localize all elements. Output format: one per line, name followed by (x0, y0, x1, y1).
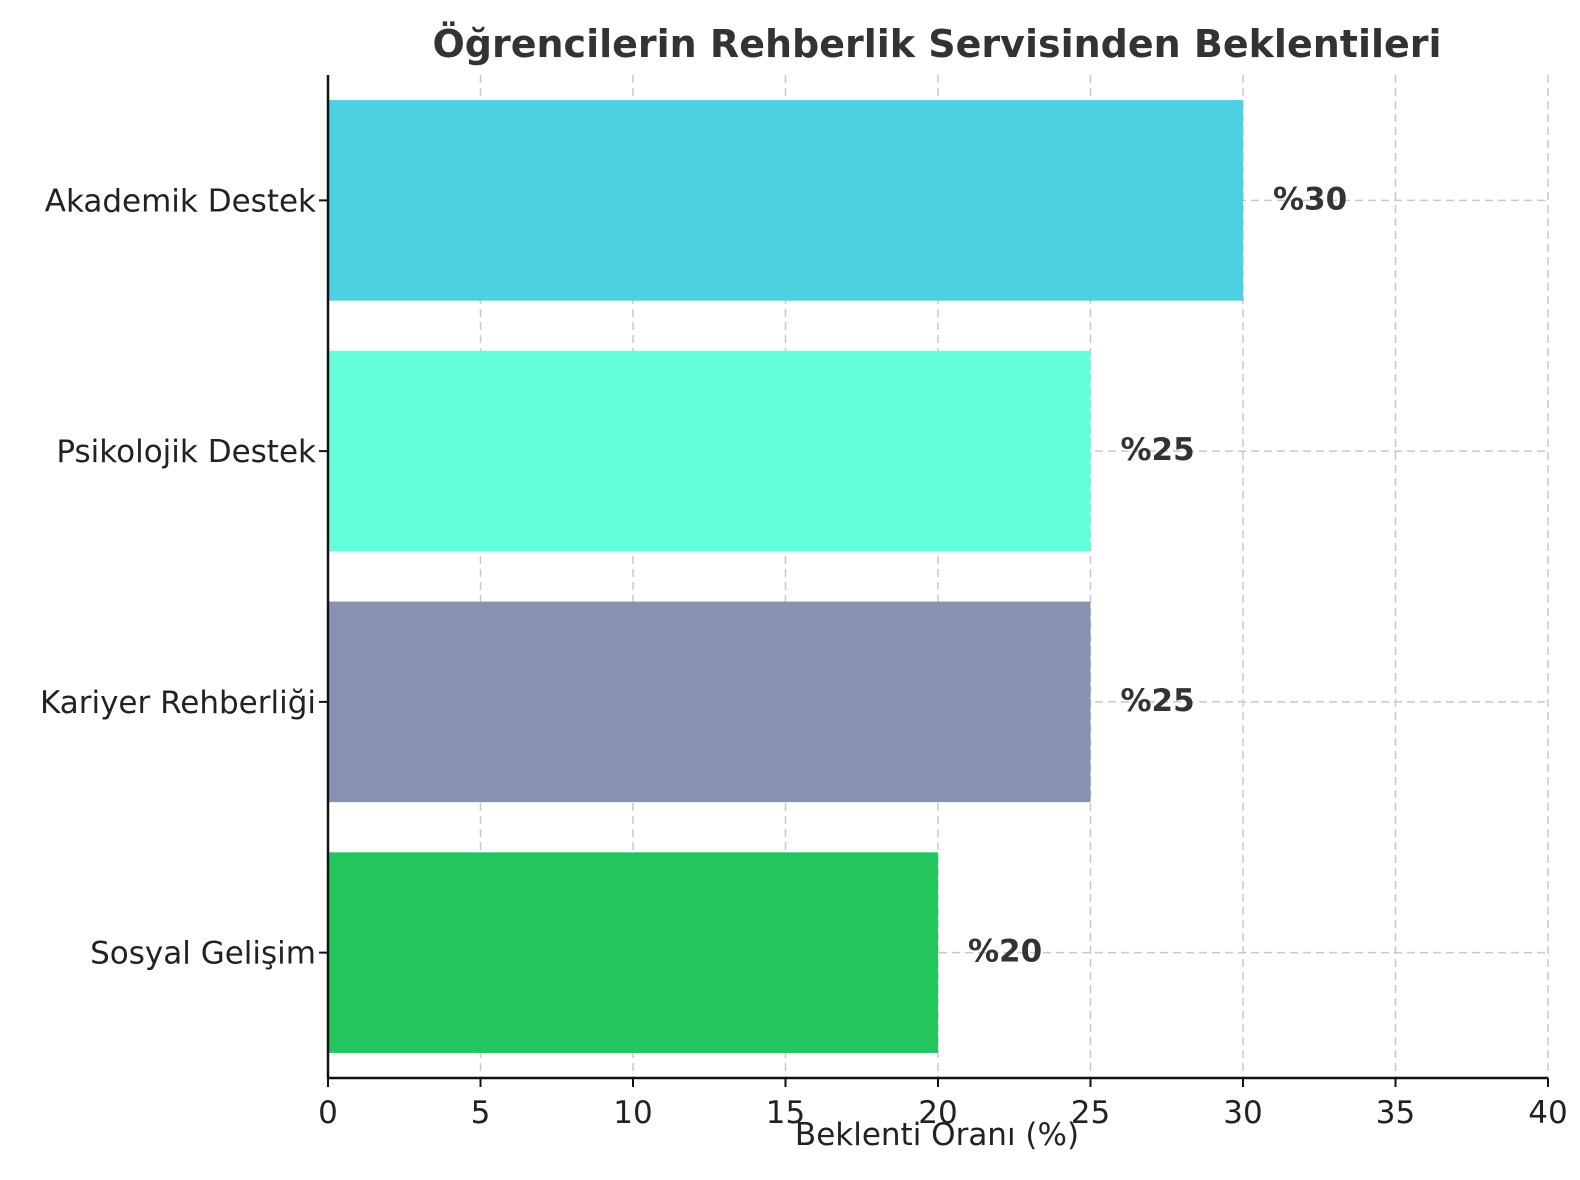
bar (328, 601, 1091, 803)
bars (328, 100, 1243, 1053)
data-label: %20 (968, 934, 1042, 970)
x-tick-label: 10 (613, 1095, 652, 1131)
data-label: %25 (1121, 683, 1195, 719)
category-label: Kariyer Rehberliği (40, 685, 316, 721)
x-tick-label: 35 (1376, 1095, 1415, 1131)
x-axis-title: Beklenti Oranı (%) (795, 1117, 1079, 1153)
data-label: %30 (1273, 181, 1347, 217)
x-tick-label: 30 (1223, 1095, 1262, 1131)
x-tick-label: 40 (1528, 1095, 1567, 1131)
bar (328, 852, 938, 1053)
bar (328, 100, 1243, 301)
category-label: Akademik Destek (45, 183, 316, 219)
labels: 0 5 10 15 20 25 30 35 40 Akademik Destek %30 Psikol… (40, 181, 1568, 1131)
x-tick-label: 20 (918, 1095, 957, 1131)
category-label: Psikolojik Destek (56, 434, 316, 470)
x-tick-label: 0 (318, 1095, 338, 1131)
bar (328, 350, 1091, 552)
chart-title: Öğrencilerin Rehberlik Servisinden Bekle… (432, 22, 1441, 66)
x-tick-label: 5 (471, 1095, 491, 1131)
x-tick-label: 15 (766, 1095, 805, 1131)
axes (319, 75, 1549, 1087)
data-label: %25 (1121, 432, 1195, 468)
category-label: Sosyal Gelişim (90, 936, 316, 972)
x-tick-label: 25 (1071, 1095, 1110, 1131)
